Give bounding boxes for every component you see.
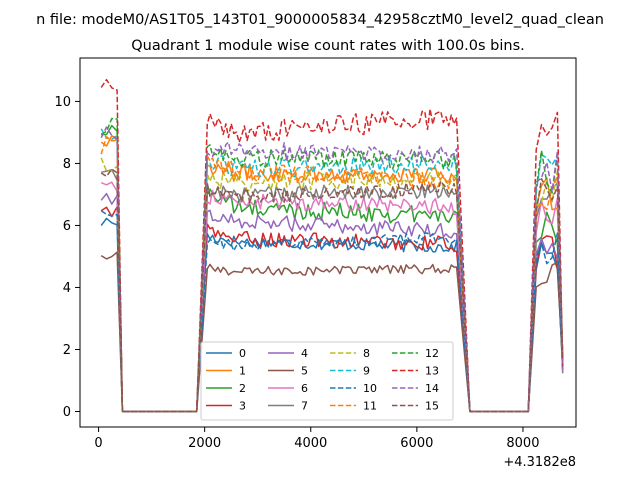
x-offset-label: +4.3182e8 <box>503 455 576 470</box>
legend-label-11: 11 <box>363 400 377 413</box>
legend-label-3: 3 <box>239 400 246 413</box>
legend-label-15: 15 <box>425 400 439 413</box>
series-line-3 <box>100 206 564 413</box>
series-line-10 <box>100 210 564 413</box>
series-line-5 <box>100 251 564 413</box>
legend-label-8: 8 <box>363 347 370 360</box>
legend-label-1: 1 <box>239 365 246 378</box>
y-tick-label: 0 <box>63 405 71 420</box>
x-tick-label: 0 <box>94 436 102 451</box>
chart-title: Quadrant 1 module wise count rates with … <box>131 38 525 54</box>
legend-label-2: 2 <box>239 382 246 395</box>
x-tick-label: 6000 <box>400 436 433 451</box>
legend-label-5: 5 <box>301 365 308 378</box>
x-tick-label: 4000 <box>294 436 327 451</box>
legend-label-13: 13 <box>425 365 439 378</box>
series-line-15 <box>100 168 564 413</box>
y-tick-label: 8 <box>63 157 71 172</box>
y-tick-label: 2 <box>63 343 71 358</box>
x-tick-label: 8000 <box>506 436 539 451</box>
series-line-12 <box>100 117 564 413</box>
plot-frame <box>79 57 577 428</box>
y-tick-label: 10 <box>54 95 71 110</box>
legend-label-14: 14 <box>425 382 439 395</box>
series-line-6 <box>100 181 564 413</box>
series-line-11 <box>100 135 564 413</box>
y-tick-label: 4 <box>63 281 71 296</box>
legend-label-10: 10 <box>363 382 377 395</box>
series-line-1 <box>100 134 564 413</box>
legend-label-4: 4 <box>301 347 308 360</box>
y-tick-label: 6 <box>63 219 71 234</box>
series-line-4 <box>100 192 564 413</box>
legend-label-9: 9 <box>363 365 370 378</box>
x-tick-label: 2000 <box>188 436 221 451</box>
legend-label-12: 12 <box>425 347 439 360</box>
series-layer <box>100 78 564 413</box>
legend-frame <box>200 341 454 421</box>
legend-label-6: 6 <box>301 382 308 395</box>
series-line-13 <box>100 78 564 413</box>
figure-suptitle: n file: modeM0/AS1T05_143T01_9000005834_… <box>36 12 604 28</box>
legend-label-0: 0 <box>239 347 246 360</box>
series-line-14 <box>100 126 564 413</box>
legend-label-7: 7 <box>301 400 308 413</box>
